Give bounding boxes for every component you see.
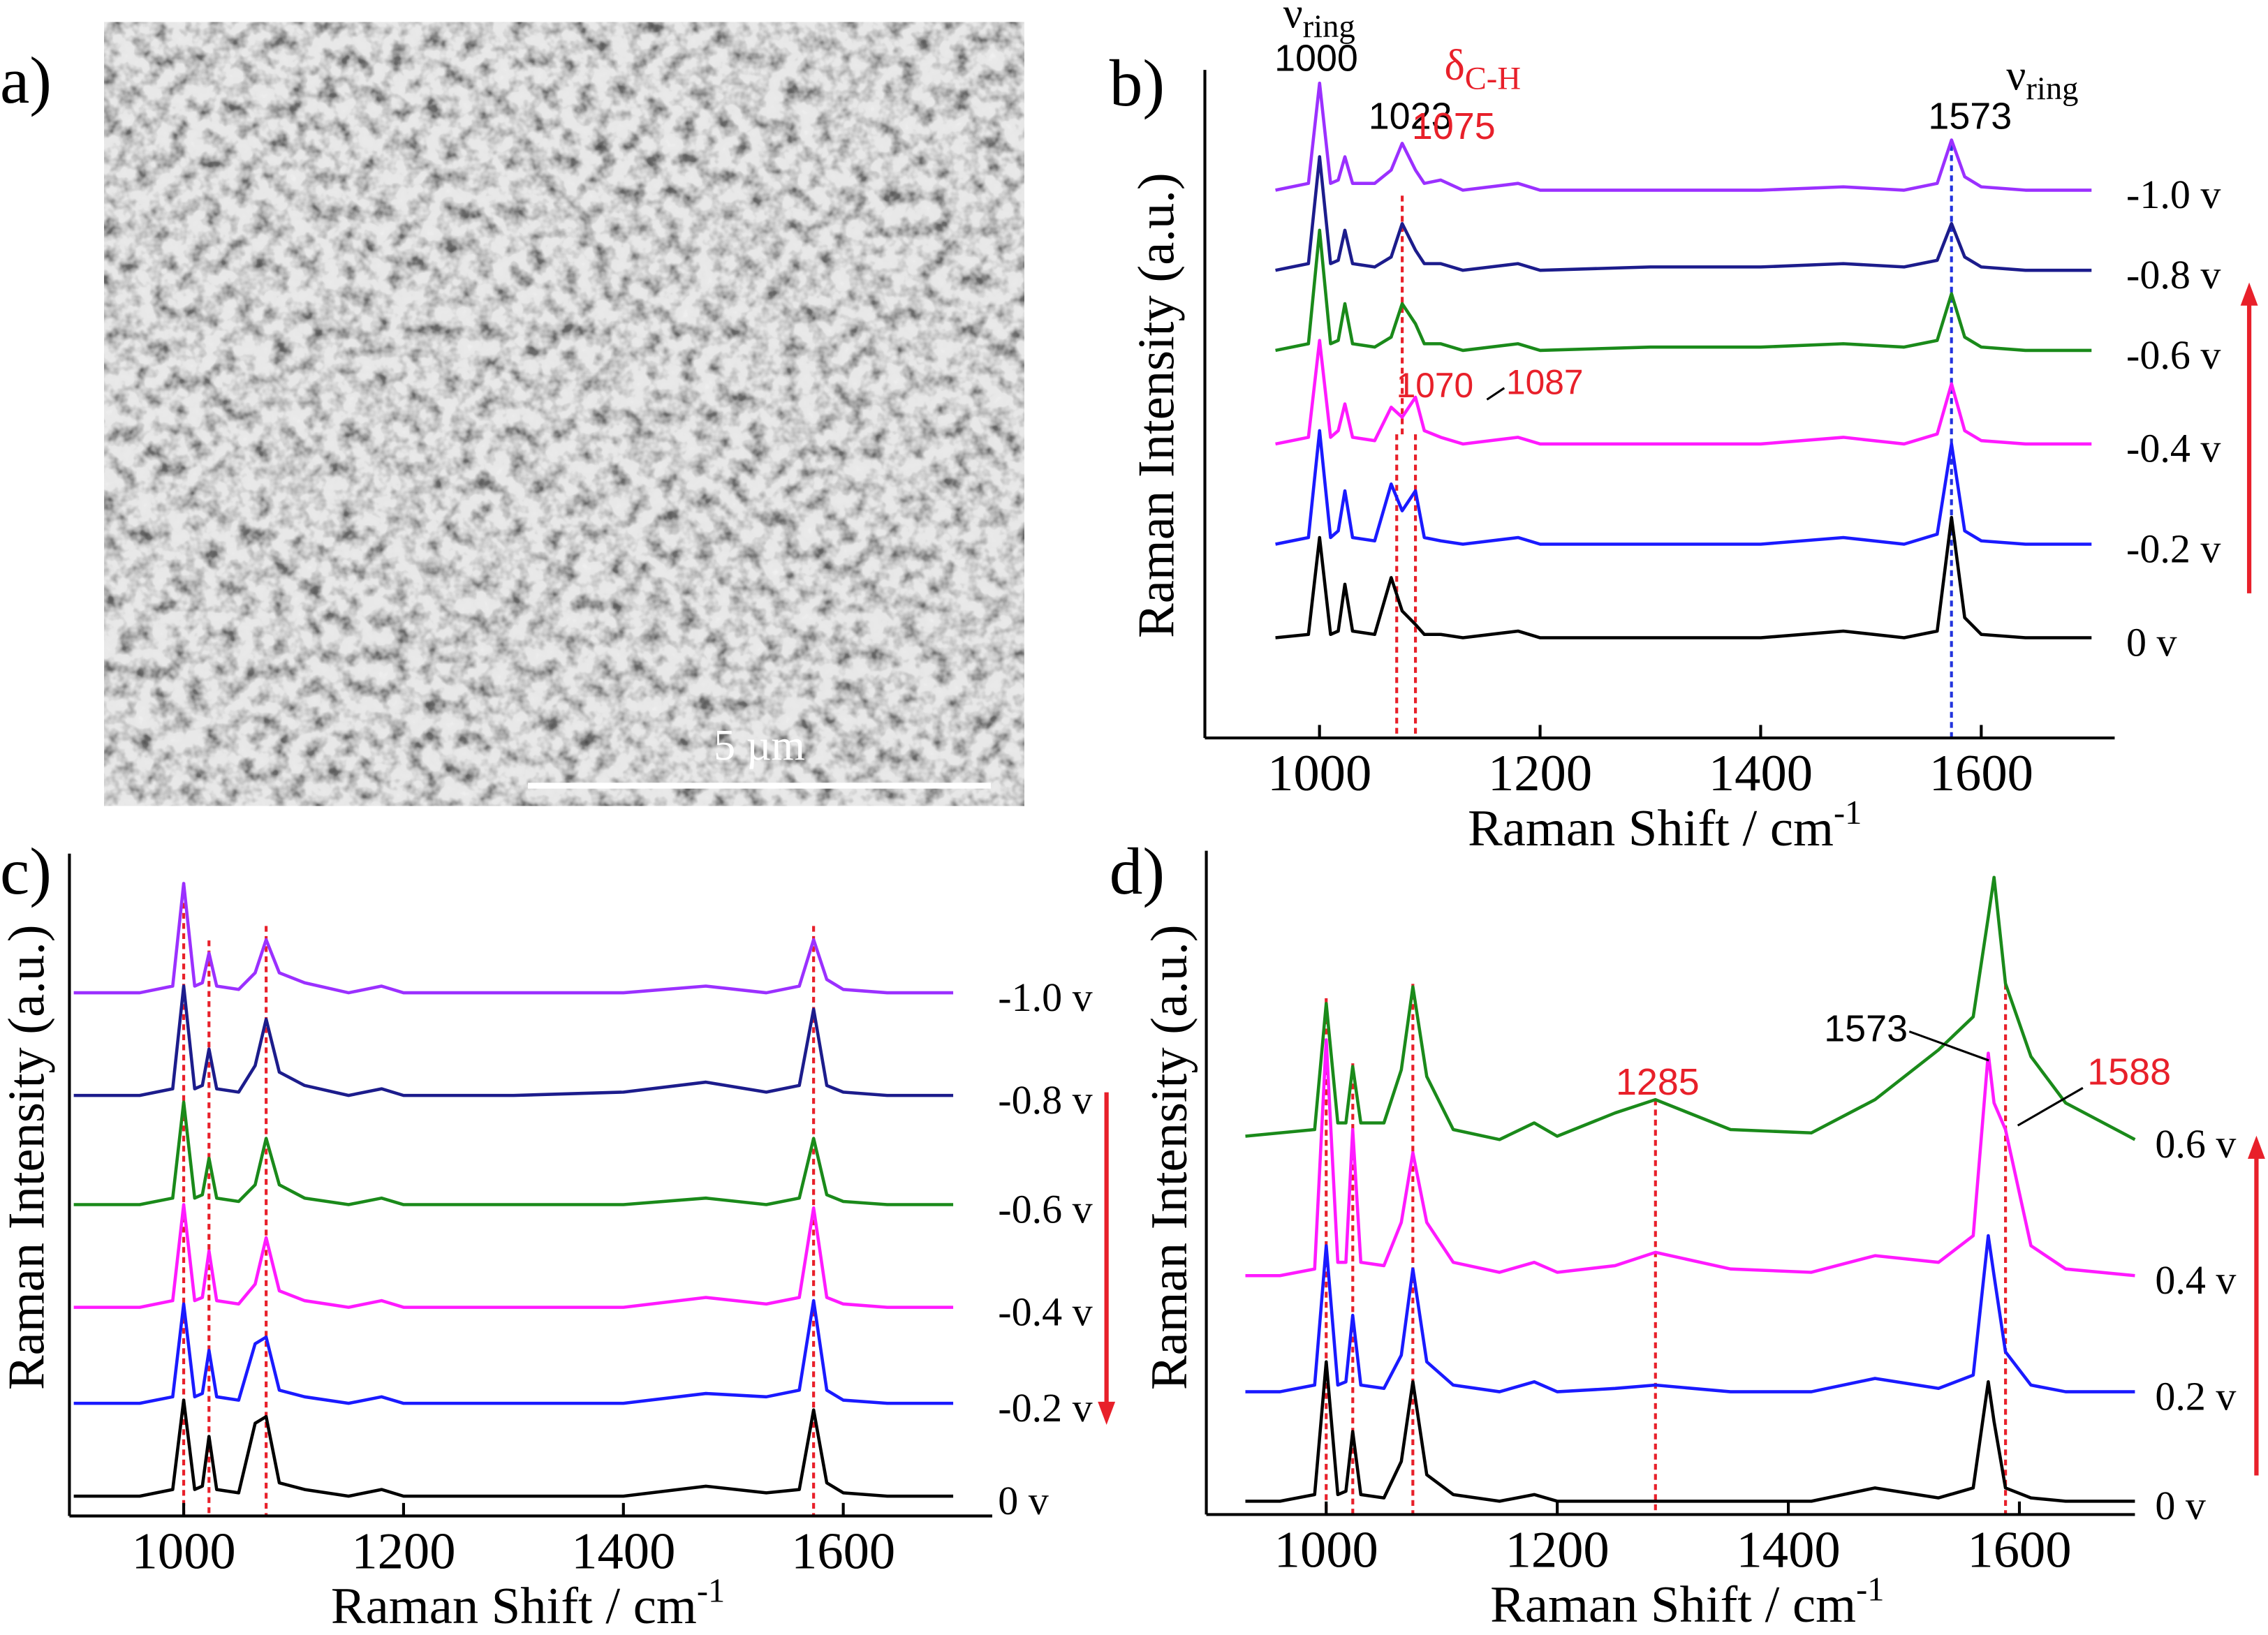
x-tick-label: 1000	[132, 1523, 236, 1581]
spectrum-line	[73, 882, 954, 995]
series-label: 0.4 v	[2155, 1257, 2236, 1303]
x-axis-title-sup: -1	[1856, 1571, 1884, 1608]
spectrum-line	[1275, 339, 2092, 446]
x-tick-label: 1400	[1737, 1522, 1841, 1579]
annotation-leader	[1908, 1030, 1989, 1062]
annotation-main: δ	[1444, 42, 1464, 89]
annotation-leader	[2017, 1087, 2084, 1127]
annotation-sub: ring	[2026, 71, 2078, 107]
x-axis-title-sup: -1	[1834, 794, 1862, 831]
spectrum-line	[73, 1299, 954, 1405]
x-tick-label: 1000	[1267, 745, 1371, 802]
spectrum-line	[73, 984, 954, 1097]
direction-arrowhead	[2240, 282, 2258, 306]
series-label: -0.6 v	[2126, 332, 2221, 378]
direction-arrowhead	[1098, 1401, 1116, 1425]
series-label: -0.4 v	[998, 1289, 1092, 1334]
spectrum-line	[73, 1100, 954, 1206]
series-label: -0.8 v	[998, 1077, 1092, 1123]
annotation: 1285	[1616, 1061, 1700, 1103]
x-tick-label: 1400	[571, 1523, 675, 1581]
annotation-main: 1000	[1274, 38, 1358, 80]
series-label: -1.0 v	[998, 975, 1092, 1020]
annotation-main: 1075	[1412, 105, 1496, 147]
panel-label: a)	[0, 43, 52, 117]
annotation-sub: C-H	[1465, 60, 1521, 96]
sem-image	[104, 22, 1024, 806]
annotation: 1075	[1412, 105, 1496, 147]
annotation: 1023	[1369, 96, 1452, 138]
spectrum-line	[1245, 1038, 2135, 1278]
x-axis-title: Raman Shift / cm-1	[1468, 794, 1862, 857]
series-label: 0 v	[2126, 619, 2177, 665]
x-tick-label: 1600	[791, 1523, 895, 1581]
x-tick-label: 1600	[1967, 1522, 2071, 1579]
spectrum-line	[1275, 155, 2092, 272]
spectrum-line	[1245, 1360, 2135, 1503]
annotation-sub: ring	[1303, 8, 1355, 45]
panel-label: b)	[1110, 46, 1165, 120]
annotation: 1573	[1824, 1008, 1908, 1050]
x-axis-title-sup: -1	[697, 1572, 725, 1609]
x-tick-label: 1600	[1929, 745, 2033, 802]
series-label: -0.4 v	[2126, 426, 2221, 471]
annotation-main: ν	[1283, 0, 1303, 38]
direction-arrowhead	[2248, 1135, 2265, 1159]
series-label: 0.2 v	[2155, 1373, 2236, 1419]
series-label: 0 v	[998, 1478, 1049, 1523]
x-axis-title-main: Raman Shift / cm	[1490, 1576, 1856, 1634]
annotation-main: 1588	[2087, 1051, 2171, 1093]
x-axis-title-main: Raman Shift / cm	[1468, 800, 1834, 857]
spectrum-line	[1275, 515, 2092, 639]
annotation-main: ν	[2006, 52, 2026, 100]
x-tick-label: 1200	[1505, 1522, 1610, 1579]
spectrum-line	[73, 1398, 954, 1498]
annotation: δC-H	[1444, 42, 1521, 96]
annotation: 1087	[1506, 363, 1584, 402]
annotation: 1000	[1274, 38, 1358, 80]
series-label: -1.0 v	[2126, 172, 2221, 217]
annotation: 1070	[1397, 366, 1474, 405]
panel-label: c)	[0, 834, 52, 908]
annotation: 1588	[2087, 1051, 2171, 1093]
annotation-main: 1285	[1616, 1061, 1700, 1103]
annotation-main: 1087	[1506, 363, 1584, 402]
annotation-main: 1023	[1369, 96, 1452, 138]
x-axis-title-main: Raman Shift / cm	[331, 1578, 697, 1635]
spectrum-line	[1245, 875, 2136, 1141]
x-axis-title: Raman Shift / cm-1	[1490, 1571, 1884, 1634]
x-axis-title: Raman Shift / cm-1	[331, 1572, 725, 1635]
x-tick-label: 1400	[1709, 745, 1813, 802]
annotation-main: 1573	[1928, 96, 2012, 138]
spectrum-line	[1245, 1234, 2135, 1393]
scale-bar-label: 5 µm	[714, 722, 805, 769]
spectrum-line	[1275, 429, 2092, 546]
x-tick-label: 1200	[1488, 745, 1592, 802]
x-tick-label: 1200	[351, 1523, 455, 1581]
spectrum-line	[73, 1203, 954, 1309]
series-label: -0.2 v	[998, 1385, 1092, 1430]
annotation: 1573	[1928, 96, 2012, 138]
y-axis-title: Raman Intensity (a.u.)	[0, 924, 56, 1390]
y-axis-title: Raman Intensity (a.u.)	[1128, 172, 1185, 638]
series-label: 0.6 v	[2155, 1121, 2236, 1167]
y-axis-title: Raman Intensity (a.u.)	[1141, 924, 1198, 1390]
spectrum-line	[1275, 81, 2092, 192]
series-label: -0.8 v	[2126, 252, 2221, 297]
spectrum-line	[1275, 228, 2092, 353]
annotation: νring	[1283, 0, 1355, 45]
panel-label: d)	[1110, 834, 1165, 908]
annotation-main: 1070	[1397, 366, 1474, 405]
series-label: -0.6 v	[998, 1186, 1092, 1231]
series-label: 0 v	[2155, 1483, 2206, 1528]
series-label: -0.2 v	[2126, 526, 2221, 571]
annotation-main: 1573	[1824, 1008, 1908, 1050]
x-tick-label: 1000	[1274, 1522, 1378, 1579]
annotation-leader	[1486, 387, 1505, 401]
annotation: νring	[2006, 52, 2078, 107]
